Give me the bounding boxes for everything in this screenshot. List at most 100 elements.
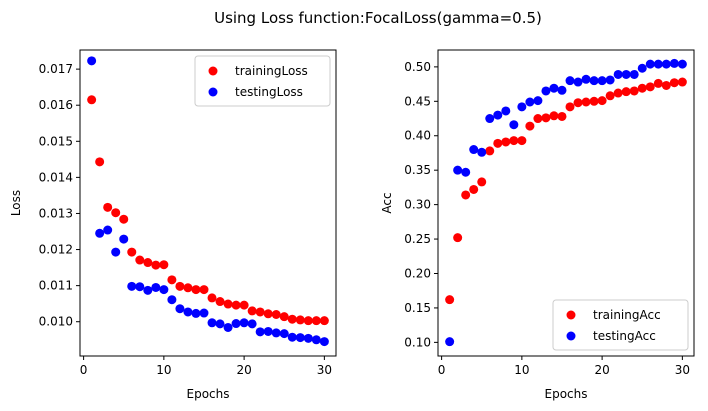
data-point-trainingLoss <box>223 299 233 309</box>
data-point-trainingAcc <box>653 78 663 88</box>
data-point-testingAcc <box>677 59 687 69</box>
data-point-testingAcc <box>541 86 551 96</box>
data-point-testingAcc <box>469 145 479 155</box>
data-point-trainingAcc <box>661 80 671 90</box>
data-point-testingLoss <box>159 285 169 295</box>
data-point-testingLoss <box>143 285 153 295</box>
data-point-testingAcc <box>477 147 487 157</box>
y-tick-label: 0.011 <box>39 279 73 293</box>
data-point-trainingLoss <box>247 306 257 316</box>
data-point-testingLoss <box>319 337 329 347</box>
data-point-trainingLoss <box>287 314 297 324</box>
data-point-testingLoss <box>255 327 265 337</box>
legend: trainingAcc testingAcc <box>552 299 689 351</box>
x-tick-label: 30 <box>675 363 690 377</box>
data-point-trainingAcc <box>461 190 471 200</box>
data-point-testingLoss <box>239 318 249 328</box>
data-point-testingAcc <box>509 120 519 130</box>
y-tick-label: 0.016 <box>39 98 73 112</box>
data-point-trainingLoss <box>135 255 145 265</box>
y-tick-label: 0.013 <box>39 206 73 220</box>
data-point-trainingLoss <box>151 260 161 270</box>
data-point-trainingLoss <box>215 297 225 307</box>
data-point-testingAcc <box>645 59 655 69</box>
y-tick-label: 0.015 <box>39 134 73 148</box>
data-point-testingAcc <box>621 69 631 79</box>
data-point-trainingAcc <box>557 111 567 121</box>
data-point-testingLoss <box>199 308 209 318</box>
data-point-trainingAcc <box>549 111 559 121</box>
data-point-testingLoss <box>175 304 185 314</box>
data-point-trainingAcc <box>541 113 551 123</box>
data-point-testingLoss <box>191 308 201 318</box>
data-point-testingLoss <box>207 318 217 328</box>
data-point-testingAcc <box>581 74 591 84</box>
data-point-trainingAcc <box>469 184 479 194</box>
x-tick-label: 10 <box>156 363 171 377</box>
data-point-testingLoss <box>303 333 313 343</box>
x-tick-label: 10 <box>514 363 529 377</box>
data-point-testingLoss <box>103 225 113 235</box>
legend-label: testingAcc <box>593 329 656 343</box>
data-point-testingAcc <box>589 76 599 86</box>
data-point-testingLoss <box>111 247 121 257</box>
data-point-trainingAcc <box>453 233 463 243</box>
data-point-trainingLoss <box>303 316 313 326</box>
data-point-testingLoss <box>151 282 161 292</box>
data-point-trainingLoss <box>199 285 209 295</box>
data-point-trainingAcc <box>629 86 639 96</box>
y-tick-label: 0.014 <box>39 170 73 184</box>
data-point-testingAcc <box>549 83 559 93</box>
x-tick-label: 30 <box>317 363 332 377</box>
y-tick-label: 0.25 <box>404 232 431 246</box>
data-point-trainingAcc <box>613 88 623 98</box>
data-point-trainingAcc <box>485 146 495 156</box>
legend: trainingLoss testingLoss <box>194 55 331 107</box>
y-tick-label: 0.010 <box>39 315 73 329</box>
data-point-trainingLoss <box>87 95 97 105</box>
data-point-testingAcc <box>517 102 527 112</box>
x-tick-label: 20 <box>594 363 609 377</box>
data-point-trainingAcc <box>517 136 527 146</box>
data-point-testingLoss <box>247 319 257 329</box>
data-point-testingLoss <box>95 228 105 238</box>
data-point-trainingLoss <box>239 300 249 310</box>
data-point-testingLoss <box>135 282 145 292</box>
axes-frame <box>79 49 337 357</box>
data-point-trainingLoss <box>159 260 169 270</box>
y-tick-label: 0.20 <box>404 266 431 280</box>
data-point-trainingLoss <box>263 309 273 319</box>
data-point-trainingAcc <box>677 77 687 87</box>
data-point-trainingLoss <box>311 316 321 326</box>
data-point-testingLoss <box>279 329 289 339</box>
data-point-testingAcc <box>461 167 471 177</box>
data-point-testingAcc <box>485 114 495 124</box>
y-tick-label: 0.50 <box>404 60 431 74</box>
y-tick-label: 0.45 <box>404 94 431 108</box>
loss-chart: 0 10 20 30 0.010 0.011 0.012 0.013 0.014 0.015 0.0… <box>9 49 337 401</box>
data-point-trainingLoss <box>191 285 201 295</box>
data-point-trainingAcc <box>605 91 615 101</box>
data-point-testingAcc <box>629 69 639 79</box>
legend-label: testingLoss <box>235 85 303 99</box>
data-point-trainingLoss <box>103 202 113 212</box>
data-point-testingLoss <box>215 319 225 329</box>
data-point-testingAcc <box>525 97 535 107</box>
data-point-testingAcc <box>557 85 567 95</box>
data-point-trainingLoss <box>207 293 217 303</box>
data-point-testingLoss <box>263 326 273 336</box>
axes-frame <box>437 49 695 357</box>
data-point-trainingAcc <box>621 87 631 97</box>
y-tick-label: 0.10 <box>404 335 431 349</box>
data-point-testingAcc <box>573 77 583 87</box>
legend-label: trainingLoss <box>235 64 308 78</box>
data-point-testingAcc <box>597 76 607 86</box>
data-point-trainingAcc <box>669 78 679 88</box>
data-point-trainingAcc <box>501 137 511 147</box>
y-tick-label: 0.40 <box>404 129 431 143</box>
x-axis-label: Epochs <box>187 387 230 401</box>
data-point-testingLoss <box>87 56 97 66</box>
data-point-testingAcc <box>661 59 671 69</box>
data-point-testingAcc <box>453 165 463 175</box>
data-point-testingLoss <box>231 319 241 329</box>
